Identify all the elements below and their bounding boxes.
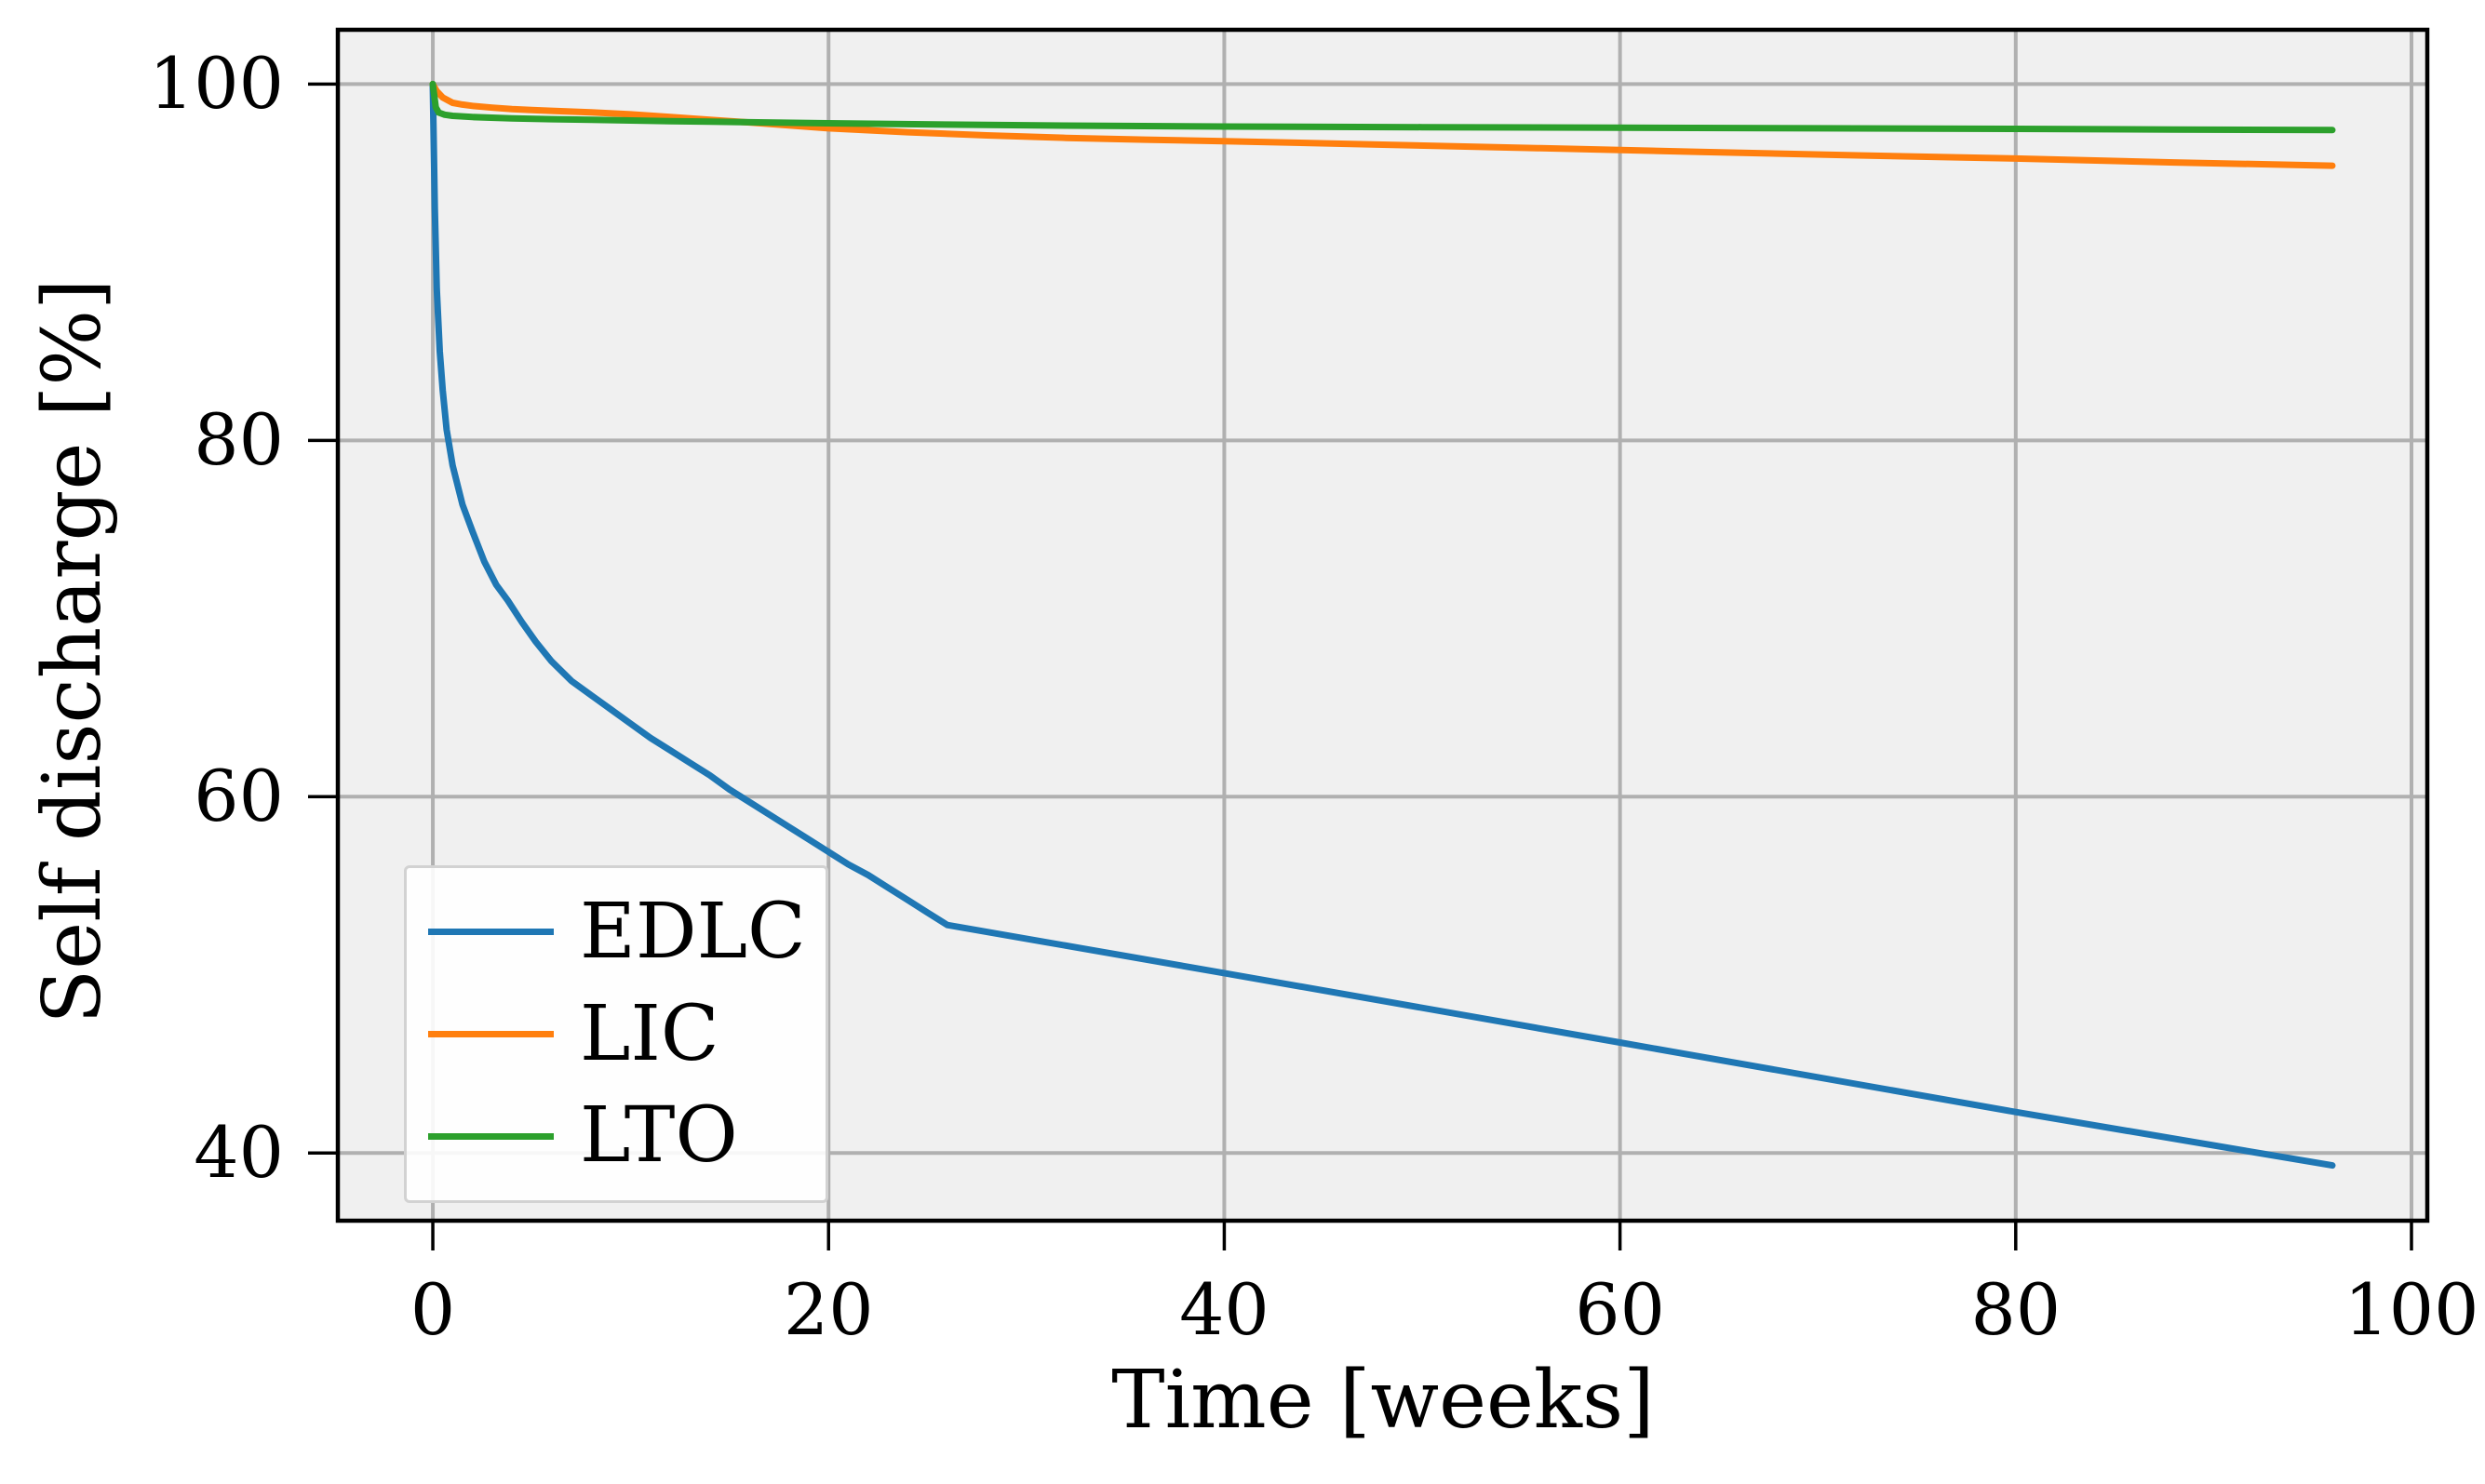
legend-label-edlc: EDLC <box>580 887 806 976</box>
legend-item-edlc: EDLC <box>407 881 826 983</box>
y-tick-label: 80 <box>194 398 284 482</box>
x-tick-label: 20 <box>783 1268 874 1351</box>
lic-line-swatch <box>428 1031 554 1037</box>
legend-label-lto: LTO <box>580 1091 738 1181</box>
x-tick-label: 80 <box>1970 1268 2062 1351</box>
y-tick-label: 100 <box>148 42 284 126</box>
x-axis-label: Time [weeks] <box>1111 1354 1655 1447</box>
legend: EDLC LIC LTO <box>404 865 828 1203</box>
x-tick-label: 40 <box>1179 1268 1269 1351</box>
edlc-line-swatch <box>428 929 554 936</box>
y-tick-label: 40 <box>194 1111 284 1195</box>
lto-line-swatch <box>428 1132 554 1140</box>
y-tick-label: 60 <box>194 755 284 838</box>
legend-item-lic: LIC <box>407 983 826 1086</box>
x-tick-label: 0 <box>410 1268 456 1351</box>
series-line-lto <box>429 80 2336 134</box>
legend-item-lto: LTO <box>407 1085 826 1187</box>
x-tick-label: 100 <box>2344 1268 2479 1351</box>
legend-label-lic: LIC <box>580 989 719 1078</box>
x-tick-label: 60 <box>1575 1268 1665 1351</box>
plot-border <box>335 27 2430 1223</box>
series-line-edlc <box>429 80 2336 1170</box>
y-axis-label: Self discharge [%] <box>26 278 119 1024</box>
